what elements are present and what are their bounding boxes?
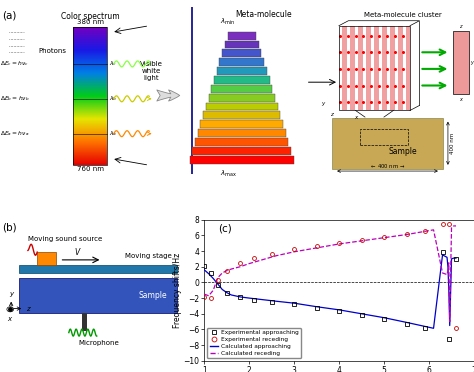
- Text: x: x: [7, 316, 11, 323]
- Text: z: z: [459, 24, 462, 29]
- Y-axis label: Frequency shifts/Hz: Frequency shifts/Hz: [173, 253, 182, 328]
- Bar: [453, 31, 469, 94]
- Bar: [379, 26, 382, 110]
- Text: $\leftarrow$ 400 nm $\rightarrow$: $\leftarrow$ 400 nm $\rightarrow$: [369, 162, 406, 170]
- Bar: [192, 147, 291, 155]
- Bar: [228, 32, 256, 39]
- Bar: [363, 26, 366, 110]
- Text: Meta-molecule cluster: Meta-molecule cluster: [364, 12, 442, 18]
- Bar: [195, 138, 289, 146]
- Bar: [73, 28, 107, 165]
- Bar: [190, 156, 294, 164]
- Text: Color spectrum: Color spectrum: [61, 12, 119, 21]
- Bar: [355, 26, 358, 110]
- Text: (c): (c): [218, 224, 231, 234]
- Text: Visible
white
light: Visible white light: [140, 61, 163, 81]
- Text: z: z: [330, 112, 333, 117]
- Text: $\Delta E_c = h\nu_c$: $\Delta E_c = h\nu_c$: [0, 60, 29, 68]
- Bar: [206, 103, 278, 110]
- Text: $\Delta E_b = h\nu_b$: $\Delta E_b = h\nu_b$: [0, 94, 30, 103]
- Bar: [339, 26, 410, 110]
- Bar: [18, 278, 177, 313]
- Text: x: x: [354, 115, 357, 121]
- Text: 760 nm: 760 nm: [77, 166, 103, 172]
- Text: y: y: [9, 291, 13, 296]
- Text: z: z: [26, 306, 30, 312]
- Bar: [219, 58, 264, 66]
- Bar: [394, 26, 398, 110]
- Text: $\lambda_a$: $\lambda_a$: [109, 129, 118, 138]
- Text: x: x: [459, 97, 462, 102]
- Bar: [339, 26, 342, 110]
- Bar: [217, 67, 267, 75]
- Bar: [37, 252, 56, 265]
- Bar: [402, 26, 406, 110]
- Text: Photons: Photons: [38, 48, 66, 54]
- Text: (a): (a): [2, 11, 17, 21]
- Bar: [387, 26, 390, 110]
- Bar: [222, 49, 261, 57]
- Bar: [211, 85, 272, 93]
- Text: $\Delta E_a = h\nu_a$: $\Delta E_a = h\nu_a$: [0, 129, 29, 138]
- Text: Microphone: Microphone: [78, 340, 119, 346]
- Text: $\lambda_b$: $\lambda_b$: [109, 94, 118, 103]
- Bar: [371, 26, 374, 110]
- Text: Moving sound source: Moving sound source: [28, 236, 102, 242]
- Bar: [203, 112, 280, 119]
- Text: (b): (b): [2, 222, 17, 232]
- Bar: [18, 265, 177, 273]
- Bar: [201, 121, 283, 128]
- Text: 400 nm: 400 nm: [450, 132, 456, 154]
- Bar: [209, 94, 275, 102]
- Bar: [198, 129, 286, 137]
- Legend: Experimental approaching, Experimental receding, Calculated approaching, Calcula: Experimental approaching, Experimental r…: [207, 328, 301, 358]
- Text: Meta-molecule: Meta-molecule: [235, 10, 292, 19]
- Text: $\lambda_\mathrm{min}$: $\lambda_\mathrm{min}$: [220, 16, 236, 26]
- Bar: [214, 76, 270, 84]
- Bar: [339, 26, 410, 110]
- Bar: [332, 118, 443, 169]
- Bar: [225, 41, 259, 48]
- Text: $V$: $V$: [74, 246, 82, 257]
- Bar: [347, 26, 350, 110]
- Text: y: y: [470, 60, 473, 65]
- Text: y: y: [321, 101, 324, 106]
- Text: $\lambda_\mathrm{max}$: $\lambda_\mathrm{max}$: [220, 169, 237, 179]
- Text: $\lambda_c$: $\lambda_c$: [109, 60, 118, 68]
- Bar: [82, 313, 87, 331]
- Text: 380 nm: 380 nm: [77, 19, 103, 25]
- Text: Moving stage: Moving stage: [126, 253, 172, 259]
- Bar: [360, 129, 408, 145]
- Text: Sample: Sample: [389, 147, 417, 157]
- Text: Sample: Sample: [138, 291, 167, 300]
